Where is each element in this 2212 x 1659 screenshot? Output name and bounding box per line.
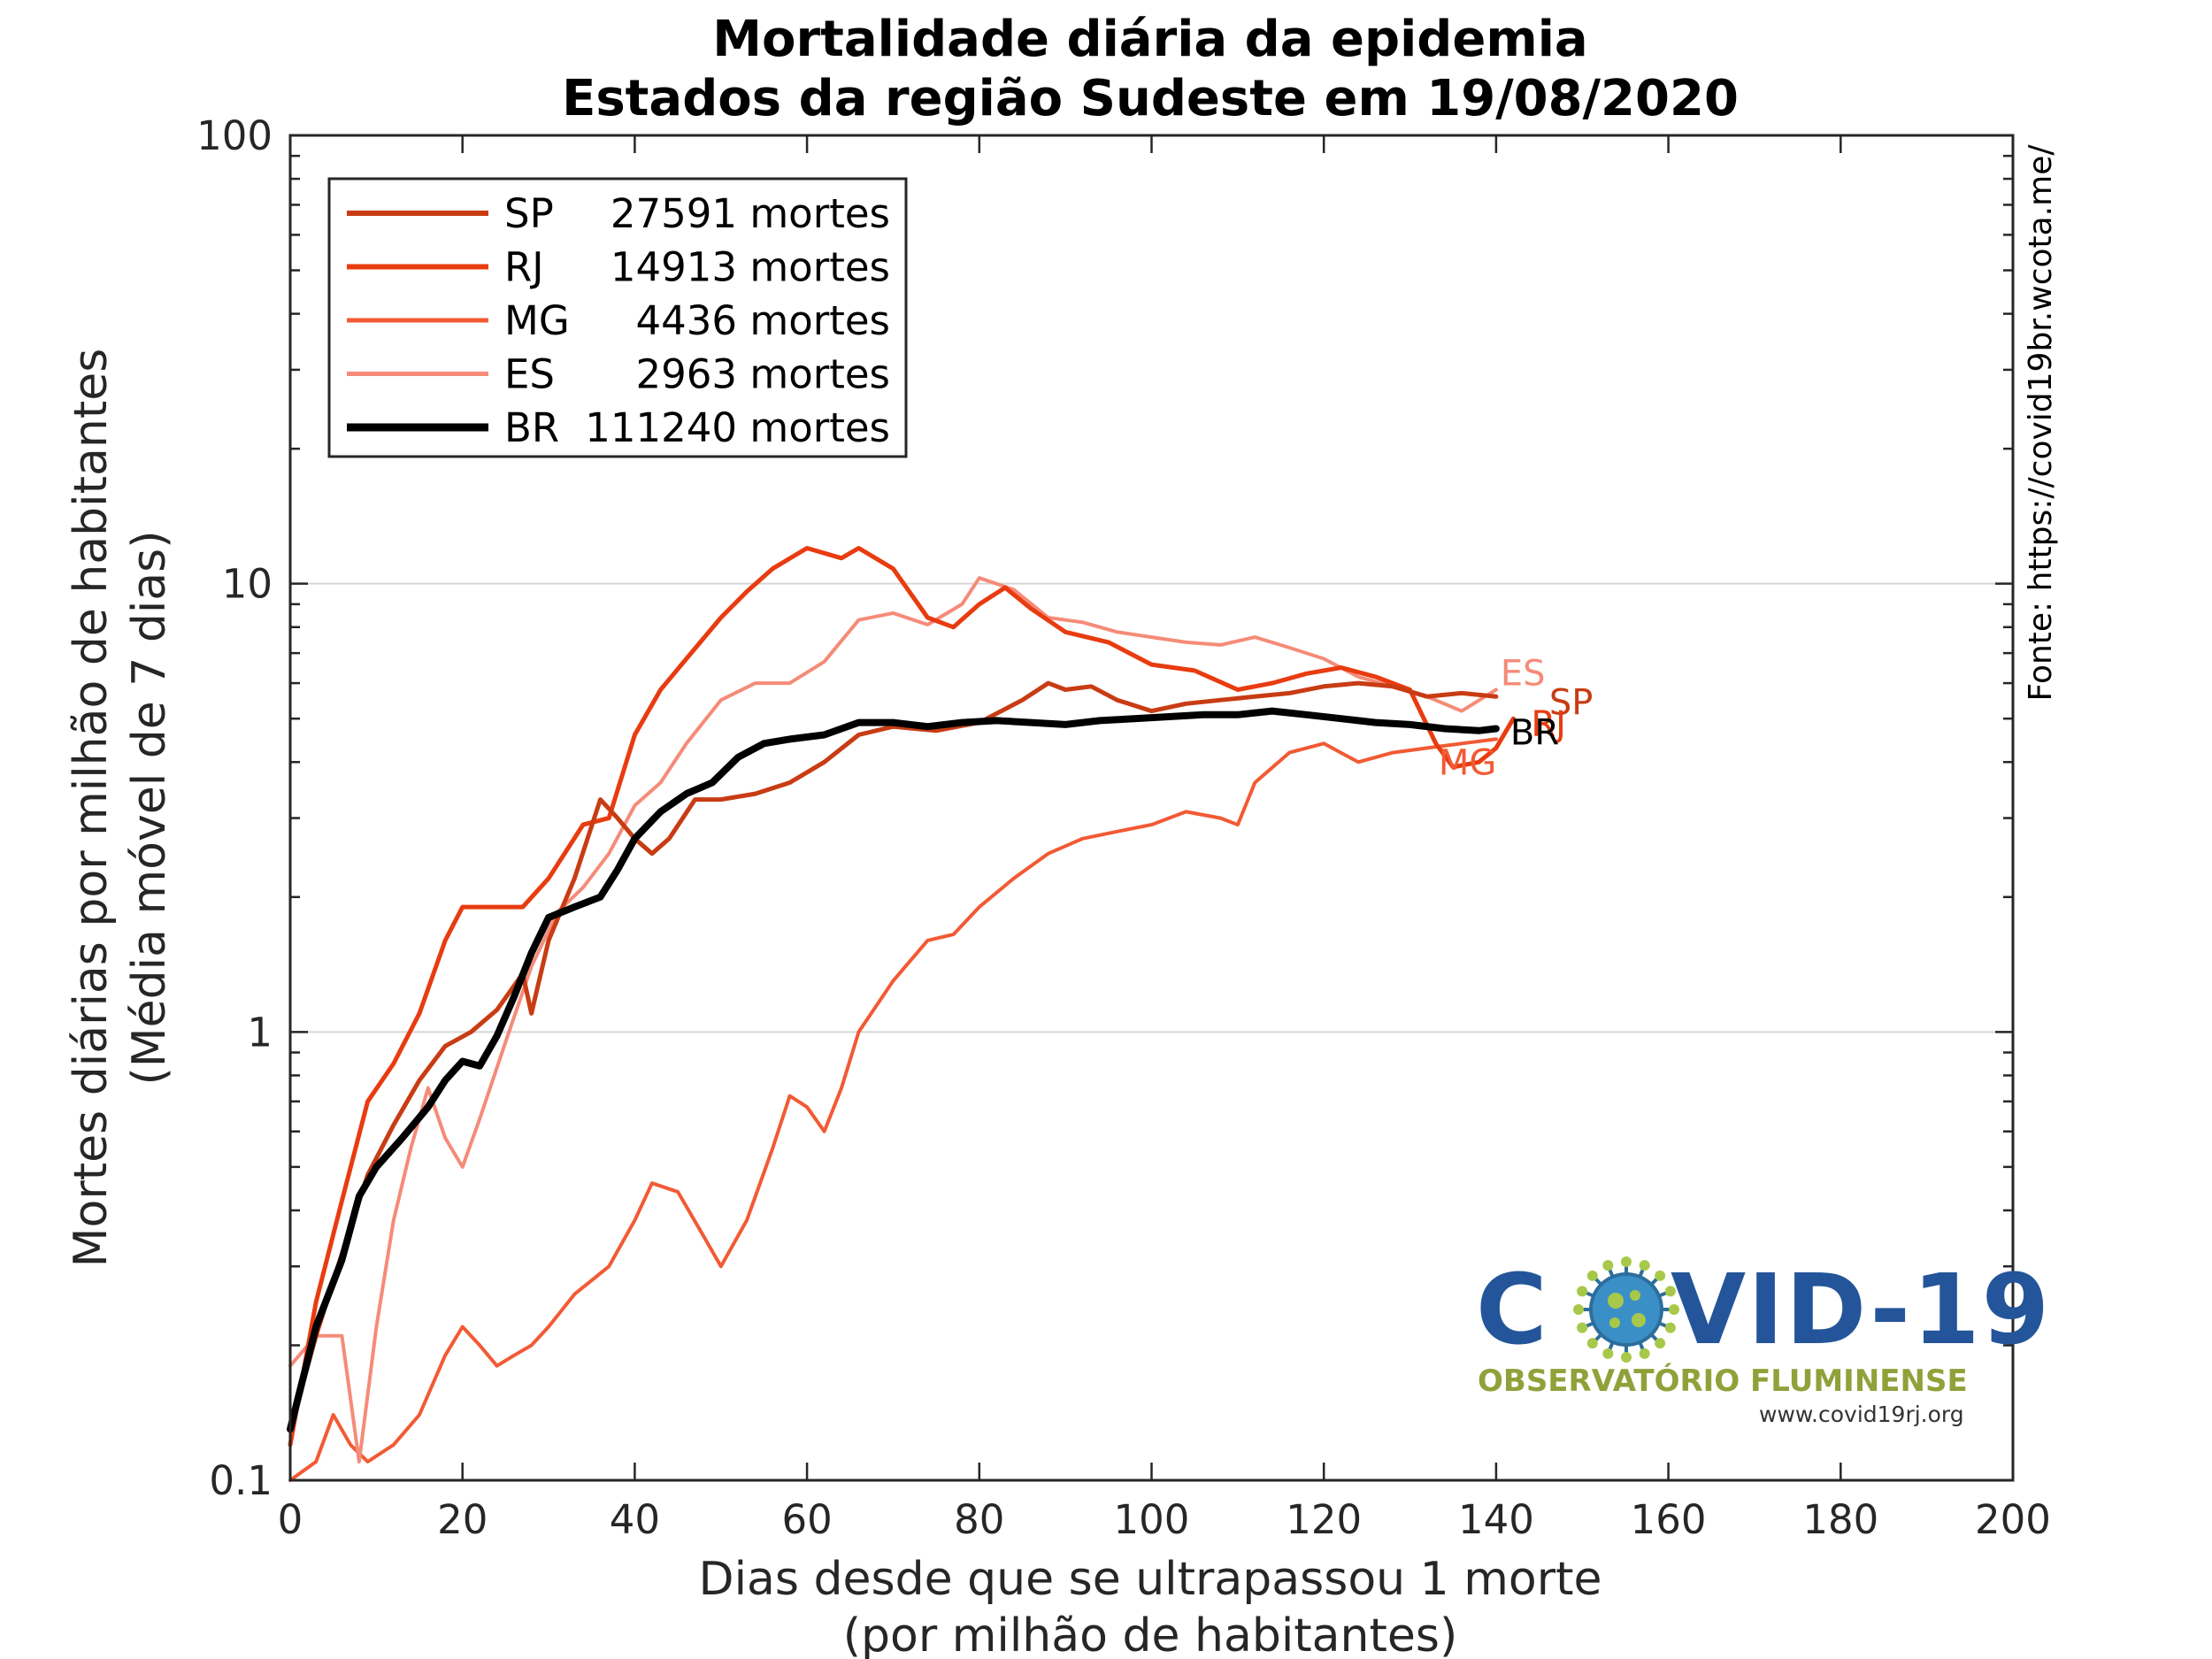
plot-frame (288, 134, 2015, 1482)
end-label-br: BR (1510, 712, 1559, 753)
x-tick-labels: 0 20 40 60 80 100 120 140 160 180 200 (278, 1496, 2051, 1543)
x-tick-label: 20 (437, 1496, 488, 1543)
virus-spike-tip (1669, 1304, 1679, 1315)
virus-spike-tip (1573, 1304, 1584, 1315)
x-tick-label: 180 (1802, 1496, 1878, 1543)
legend-label-rj: RJ (504, 244, 544, 291)
virus-spike-tip (1639, 1260, 1650, 1271)
virus-spike-tip (1664, 1286, 1676, 1297)
legend-count-mg: 4436 mortes (636, 297, 890, 344)
virus-spike-tip (1586, 1270, 1598, 1281)
series-line-es (288, 576, 1498, 1463)
legend-count-sp: 27591 mortes (611, 190, 890, 237)
virus-spike-tip (1577, 1286, 1588, 1297)
end-label-mg: MG (1439, 742, 1497, 783)
legend-count-br: 111240 mortes (585, 404, 890, 451)
y-tick-label: 100 (196, 112, 273, 159)
logo-url: www.covid19rj.org (1759, 1402, 1964, 1427)
covid19-logo: C VID-19 OBSERVATÓRIO FLUMINENSE www.cov… (1476, 1253, 2051, 1427)
chart-subtitle: Estados da região Sudeste em 19/08/2020 (562, 70, 1739, 127)
virus-spike-tip (1602, 1348, 1614, 1359)
legend-count-rj: 14913 mortes (611, 244, 890, 291)
x-tick-label: 80 (954, 1496, 1004, 1543)
legend-label-es: ES (504, 351, 555, 398)
y-tick-labels: 0.1 1 10 100 (196, 112, 273, 1504)
x-tick-label: 200 (1975, 1496, 2051, 1543)
legend-count-es: 2963 mortes (636, 351, 890, 398)
virus-spike-tip (1655, 1270, 1666, 1281)
legend-box (327, 177, 908, 458)
y-axis-label: Mortes diárias por milhão de habitantes (65, 349, 118, 1268)
virus-spike-tip (1639, 1348, 1650, 1359)
virus-icon (1573, 1256, 1679, 1363)
end-label-rj: RJ (1531, 704, 1566, 745)
legend-label-sp: SP (504, 190, 554, 237)
virus-spike-tip (1586, 1338, 1598, 1349)
logo-subtitle: OBSERVATÓRIO FLUMINENSE (1478, 1363, 1968, 1399)
virus-spike-tip (1602, 1260, 1614, 1271)
x-tick-label: 0 (278, 1496, 303, 1543)
y-tick-label: 1 (247, 1009, 273, 1056)
series-line-rj (288, 546, 1516, 1448)
logo-title-right: VID-19 (1671, 1253, 2051, 1366)
x-tick-label: 140 (1458, 1496, 1534, 1543)
end-label-sp: SP (1549, 682, 1594, 723)
grid-lines (290, 582, 2013, 1033)
x-tick-label: 60 (781, 1496, 832, 1543)
virus-spike-tip (1577, 1322, 1588, 1333)
y-tick-label: 10 (222, 561, 273, 608)
logo-title-left: C (1476, 1253, 1549, 1366)
x-tick-label: 40 (610, 1496, 660, 1543)
virus-spike-tip (1621, 1352, 1632, 1363)
y-tick-label: 0.1 (209, 1457, 273, 1504)
y-axis-label-2: (Média móvel de 7 dias) (123, 530, 176, 1085)
virus-spike-tip (1664, 1322, 1676, 1333)
virus-spike-tip (1655, 1338, 1666, 1349)
series-line-sp (288, 680, 1499, 1432)
end-label-es: ES (1501, 654, 1546, 695)
x-tick-label: 120 (1286, 1496, 1362, 1543)
virus-spike-tip (1621, 1256, 1632, 1267)
legend-label-br: BR (504, 404, 559, 451)
series-line-br (287, 707, 1500, 1433)
series-line-mg (288, 737, 1498, 1482)
x-axis-label-2: (por milhão de habitantes) (843, 1609, 1458, 1659)
chart-title: Mortalidade diária da epidemia (712, 11, 1587, 68)
x-axis-label: Dias desde que se ultrapassou 1 morte (699, 1553, 1602, 1606)
source-text: Fonte: https://covid19br.wcota.me/ (2023, 144, 2059, 702)
legend-label-mg: MG (504, 297, 570, 344)
series-lines (287, 546, 1516, 1482)
x-tick-label: 100 (1114, 1496, 1190, 1543)
x-tick-label: 160 (1631, 1496, 1707, 1543)
legend: SP 27591 mortes RJ 14913 mortes MG 4436 morte… (327, 177, 908, 458)
